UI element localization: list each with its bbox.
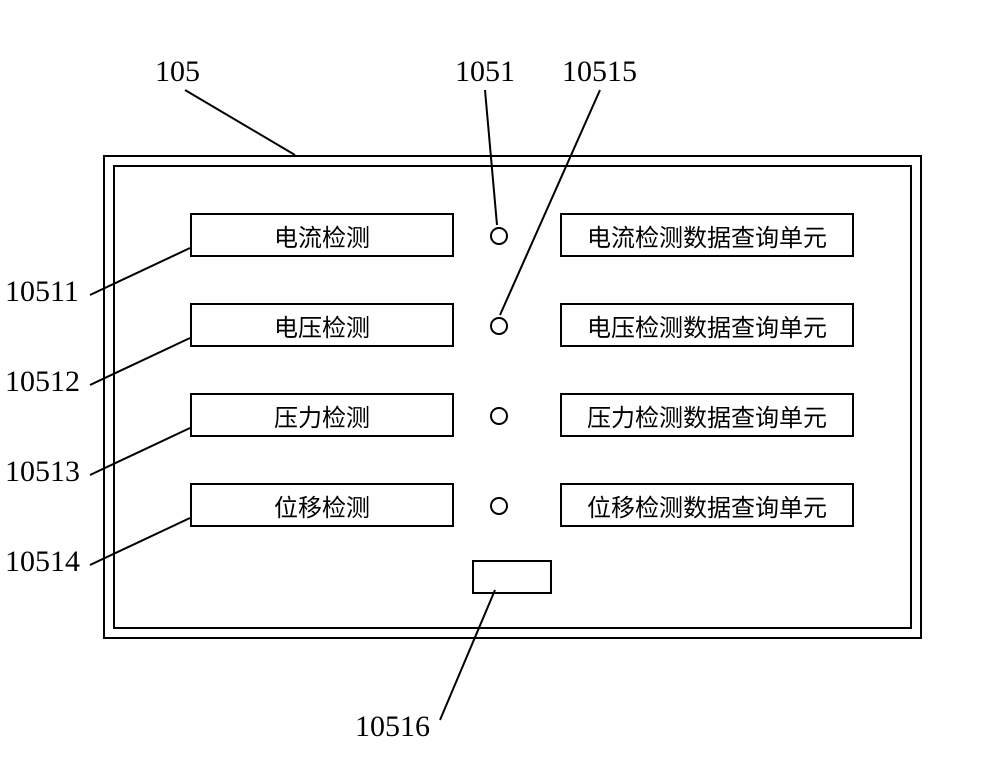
detect-button-1[interactable]: 电压检测	[190, 303, 454, 347]
detect-button-2[interactable]: 压力检测	[190, 393, 454, 437]
ref-label-10515: 10515	[562, 55, 637, 89]
ref-label-10514: 10514	[5, 545, 80, 579]
ref-label-10512: 10512	[5, 365, 80, 399]
ref-label-10513: 10513	[5, 455, 80, 489]
indicator-2	[490, 407, 508, 425]
query-unit-3[interactable]: 位移检测数据查询单元	[560, 483, 854, 527]
query-unit-2[interactable]: 压力检测数据查询单元	[560, 393, 854, 437]
ref-label-10511: 10511	[5, 275, 79, 309]
port[interactable]	[472, 560, 552, 594]
indicator-3	[490, 497, 508, 515]
detect-button-3[interactable]: 位移检测	[190, 483, 454, 527]
ref-label-105: 105	[155, 55, 200, 89]
ref-label-10516: 10516	[355, 710, 430, 744]
indicator-0	[490, 227, 508, 245]
ref-label-1051: 1051	[455, 55, 515, 89]
query-unit-1[interactable]: 电压检测数据查询单元	[560, 303, 854, 347]
detect-button-0[interactable]: 电流检测	[190, 213, 454, 257]
query-unit-0[interactable]: 电流检测数据查询单元	[560, 213, 854, 257]
indicator-1	[490, 317, 508, 335]
